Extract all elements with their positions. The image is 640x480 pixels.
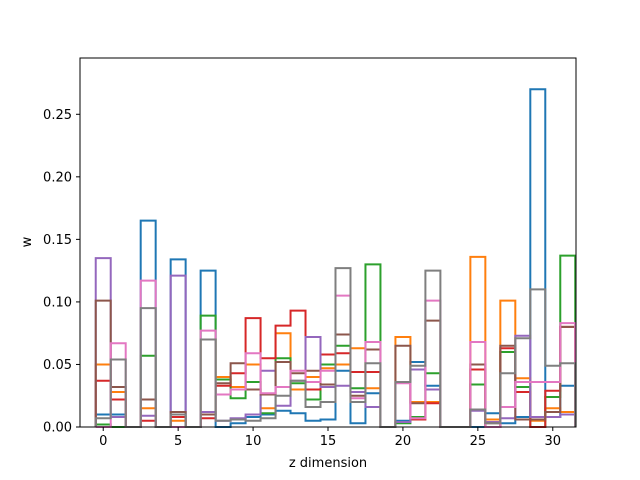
x-tick-label: 20 xyxy=(395,434,412,449)
y-axis-label: w xyxy=(20,236,35,247)
x-tick-label: 30 xyxy=(545,434,562,449)
y-tick-label: 0.00 xyxy=(43,421,72,436)
x-tick-label: 0 xyxy=(99,434,107,449)
series-step-line-8 xyxy=(94,267,577,428)
x-tick-label: 25 xyxy=(470,434,487,449)
y-tick-label: 0.15 xyxy=(43,233,72,248)
y-tick-label: 0.20 xyxy=(43,170,72,185)
series-step-line-5 xyxy=(94,257,577,428)
x-tick-label: 10 xyxy=(245,434,262,449)
x-tick-label: 5 xyxy=(174,434,182,449)
x-axis-ticks: 0 5 10 15 20 25 30 xyxy=(99,427,561,449)
y-axis-ticks: 0.00 0.05 0.10 0.15 0.20 0.25 xyxy=(43,108,80,436)
y-tick-label: 0.10 xyxy=(43,295,72,310)
y-tick-label: 0.25 xyxy=(43,108,72,123)
y-tick-label: 0.05 xyxy=(43,358,72,373)
x-tick-label: 15 xyxy=(320,434,337,449)
x-axis-label: z dimension xyxy=(289,456,367,471)
